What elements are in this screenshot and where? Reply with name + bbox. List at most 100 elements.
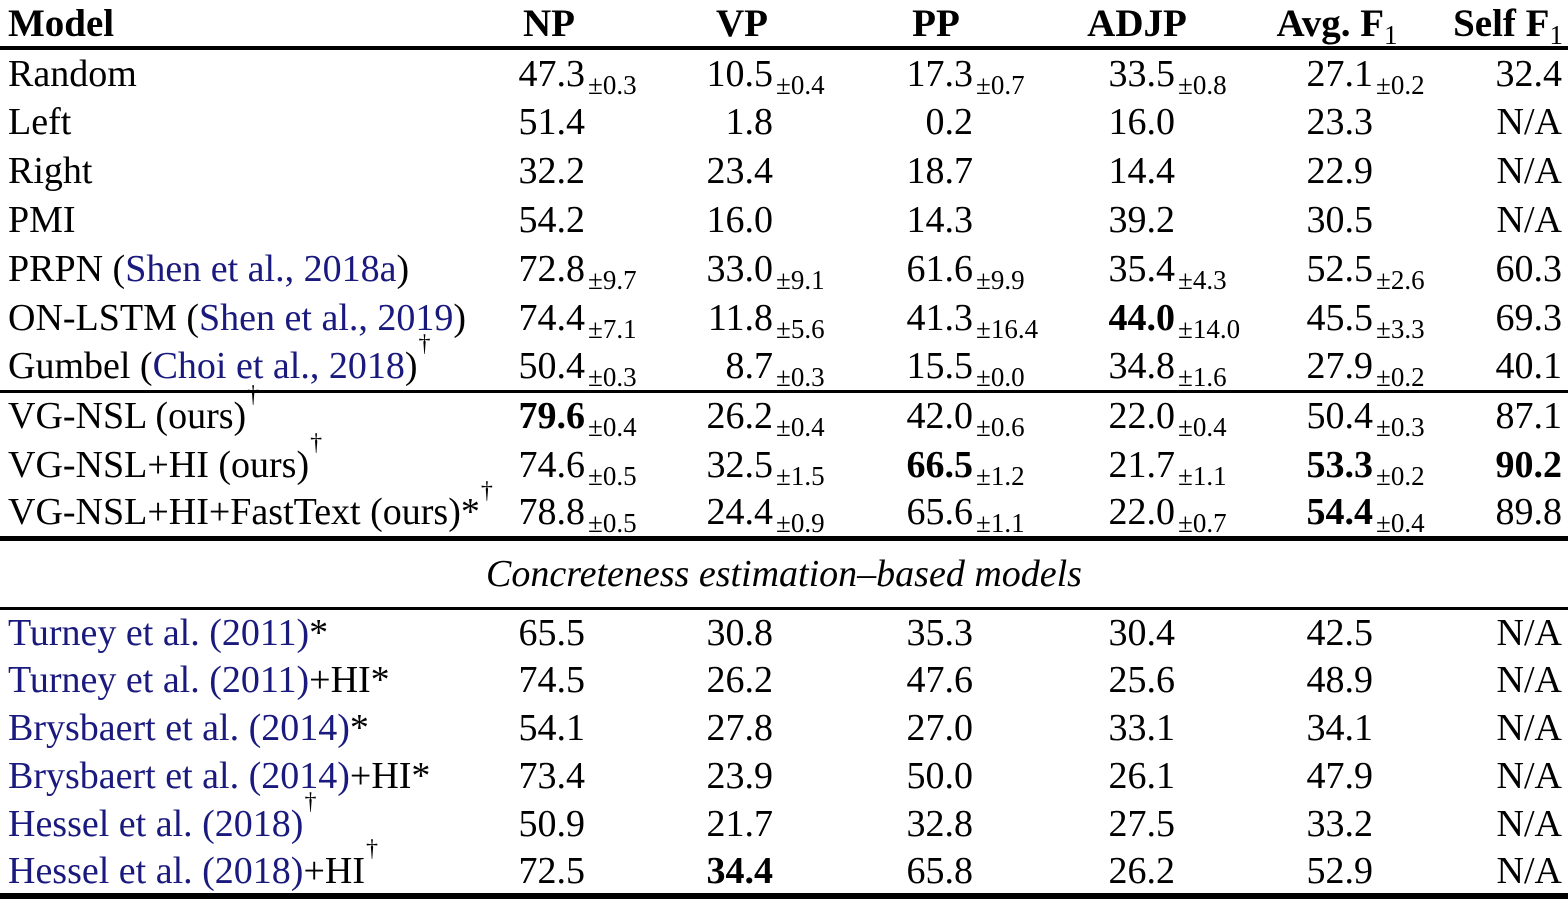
adjp-value: 16.0 <box>1108 100 1176 143</box>
self-f1-subscript: 1 <box>1549 19 1564 50</box>
cell-self-f1: N/A <box>1436 800 1568 848</box>
pp-value: 50.0 <box>906 755 974 797</box>
cell-np: 72.5 <box>450 848 648 899</box>
avg-f1-value: 30.5 <box>1306 198 1374 241</box>
model-name-suffix: +HI* <box>349 755 431 797</box>
cell-avg-f1: 23.3 <box>1238 97 1436 146</box>
cell-pp: 35.3 <box>836 608 1036 656</box>
cell-self-f1: 89.8 <box>1436 489 1568 541</box>
self-f1-value: 90.2 <box>1495 443 1563 486</box>
table-row: Turney et al. (2011)+HI* 74.5 26.2 47.6 … <box>0 656 1568 704</box>
model-name-cell: Turney et al. (2011)* <box>0 608 450 656</box>
avg-f1-value: 22.9 <box>1306 149 1374 192</box>
citation-link[interactable]: Hessel et al. (2018) <box>8 803 304 845</box>
cell-adjp: 26.2 <box>1036 848 1238 899</box>
model-name: Right <box>8 149 93 192</box>
cell-np: 54.2 <box>450 195 648 244</box>
vp-value: 30.8 <box>706 611 774 654</box>
pp-value: 65.8 <box>906 849 974 892</box>
cell-self-f1: N/A <box>1436 608 1568 656</box>
cell-adjp: 27.5 <box>1036 800 1238 848</box>
model-name-cell: Brysbaert et al. (2014)+HI* <box>0 752 450 800</box>
citation-link[interactable]: Hessel et al. (2018) <box>8 849 304 892</box>
footnote-dagger-marker: † <box>304 789 317 816</box>
cell-adjp: 25.6 <box>1036 656 1238 704</box>
table-row: PMI 54.2 16.0 14.3 39.2 30.5 N/A <box>0 195 1568 244</box>
cell-self-f1: N/A <box>1436 97 1568 146</box>
model-name: PMI <box>8 198 76 241</box>
pp-value: 66.5 <box>906 443 974 486</box>
table-row: Hessel et al. (2018)† 50.9 21.7 32.8 27.… <box>0 790 1568 848</box>
citation-link[interactable]: Choi et al., 2018 <box>152 344 405 387</box>
section-divider: Concreteness estimation–based models <box>0 538 1568 610</box>
cell-vp: 33.0 ±9.1 <box>706 247 825 295</box>
cell-self-f1: 60.3 <box>1436 244 1568 293</box>
cell-pp: 47.6 <box>836 656 1036 704</box>
table-row: PRPN (Shen et al., 2018a) 72.8 ±9.7 33.0 ±… <box>0 244 1568 295</box>
avg-f1-value: 27.1 <box>1306 52 1374 95</box>
table-row: Right 32.2 23.4 18.7 14.4 22.9 N/A <box>0 146 1568 195</box>
avg-f1-value: 47.9 <box>1306 755 1374 797</box>
cell-vp: 24.4 ±0.9 <box>648 489 836 541</box>
pp-value: 17.3 <box>906 52 974 95</box>
citation-link[interactable]: Turney et al. (2011) <box>8 611 310 654</box>
cell-vp: 16.0 <box>648 195 836 244</box>
vp-value: 33.0 <box>706 247 774 290</box>
cell-avg-f1: 22.9 <box>1238 146 1436 195</box>
vp-value: 26.2 <box>706 659 774 701</box>
self-f1-value: N/A <box>1496 149 1562 192</box>
table-row: ON-LSTM (Shen et al., 2019) 74.4 ±7.1 11.… <box>0 293 1568 344</box>
adjp-value: 33.1 <box>1108 707 1176 749</box>
np-value: 50.9 <box>518 803 586 845</box>
citation-link[interactable]: Turney et al. (2011) <box>8 659 310 701</box>
citation-link[interactable]: Shen et al., 2018a <box>125 247 397 290</box>
self-f1-value: 89.8 <box>1495 491 1563 534</box>
table-row: Random 47.3 ±0.3 10.5 ±0.4 17.3 ±0.7 33.5 ±0… <box>0 48 1568 100</box>
cell-pp: 61.6 ±9.9 <box>906 247 1025 295</box>
model-name-suffix: * <box>309 611 329 654</box>
footnote-dagger-marker: † <box>247 381 260 408</box>
np-value: 47.3 <box>518 52 586 95</box>
cell-adjp: 16.0 <box>1036 97 1238 146</box>
cell-avg-f1: 54.4 ±0.4 <box>1238 489 1436 541</box>
np-value: 74.5 <box>518 659 586 701</box>
col-header-np: NP <box>450 0 648 50</box>
self-f1-value: 40.1 <box>1495 344 1563 387</box>
avg-f1-value: 52.5 <box>1306 247 1374 290</box>
cell-vp: 26.2 ±0.4 <box>706 395 825 443</box>
table-row: Brysbaert et al. (2014)* 54.1 27.8 27.0 … <box>0 704 1568 752</box>
citation-link[interactable]: Brysbaert et al. (2014) <box>8 755 350 797</box>
model-name: Gumbel ( <box>8 344 153 387</box>
model-name: VG-NSL (ours) <box>8 395 247 438</box>
cell-adjp: 22.0 ±0.4 <box>1108 395 1227 443</box>
citation-link[interactable]: Brysbaert et al. (2014) <box>8 707 350 749</box>
footnote-dagger-marker: † <box>366 835 378 862</box>
cell-adjp: 35.4 ±4.3 <box>1108 247 1227 295</box>
avg-f1-value: 52.9 <box>1306 849 1374 892</box>
cell-np: 79.6 ±0.4 <box>518 395 637 443</box>
cell-avg-f1: 52.9 <box>1238 848 1436 899</box>
model-name-cell: PRPN (Shen et al., 2018a) <box>0 244 450 293</box>
baselines-and-ours-section: Random 47.3 ±0.3 10.5 ±0.4 17.3 ±0.7 33.5 ±0… <box>0 48 1568 541</box>
cell-self-f1: N/A <box>1436 752 1568 800</box>
cell-np: 72.8 ±9.7 <box>518 247 637 295</box>
cell-adjp: 14.4 <box>1036 146 1238 195</box>
model-name: ON-LSTM ( <box>8 296 200 339</box>
vp-value: 23.9 <box>706 755 774 797</box>
col-header-pp: PP <box>836 0 1036 50</box>
pp-value: 18.7 <box>906 149 974 192</box>
cell-adjp: 44.0 ±14.0 <box>1108 296 1241 344</box>
avg-f1-value: 50.4 <box>1306 395 1374 438</box>
vp-value: 27.8 <box>706 707 774 749</box>
cell-avg-f1: 33.2 <box>1238 800 1436 848</box>
adjp-value: 22.0 <box>1108 491 1176 534</box>
cell-pp: 27.0 <box>836 704 1036 752</box>
cell-pp: 17.3 ±0.7 <box>906 52 1025 100</box>
vp-value: 24.4 <box>706 491 774 534</box>
adjp-value: 25.6 <box>1108 659 1176 701</box>
cell-pp: 18.7 <box>836 146 1036 195</box>
header-row: Model NP VP PP ADJP Avg. F1 Self F1 <box>0 0 1568 50</box>
table-header: Model NP VP PP ADJP Avg. F1 Self F1 <box>0 0 1568 50</box>
adjp-value: 27.5 <box>1108 803 1176 845</box>
citation-link[interactable]: Shen et al., 2019 <box>199 296 454 339</box>
